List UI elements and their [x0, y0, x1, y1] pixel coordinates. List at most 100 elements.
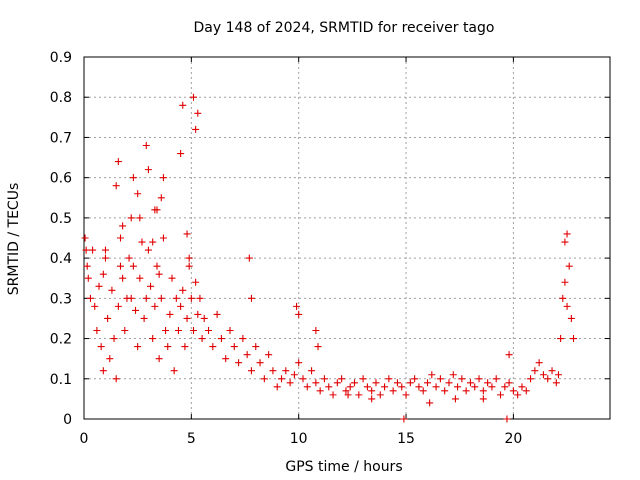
data-point — [567, 314, 575, 322]
data-point — [136, 274, 144, 282]
data-point — [151, 302, 159, 310]
data-point — [155, 270, 163, 278]
data-point — [93, 327, 101, 335]
x-tick-label: 5 — [187, 431, 196, 447]
data-point — [436, 375, 444, 383]
data-point — [247, 294, 255, 302]
data-point — [372, 379, 380, 387]
data-point — [101, 246, 109, 254]
data-point — [400, 415, 408, 423]
data-point — [194, 109, 202, 117]
data-point — [81, 234, 89, 242]
data-point — [127, 214, 135, 222]
data-point — [179, 286, 187, 294]
data-point — [243, 351, 251, 359]
data-point — [155, 355, 163, 363]
y-tick-label: 0.1 — [50, 372, 72, 388]
data-point — [329, 391, 337, 399]
data-point — [346, 383, 354, 391]
data-point — [552, 379, 560, 387]
data-point — [222, 355, 230, 363]
data-point — [127, 294, 135, 302]
data-point — [426, 399, 434, 407]
data-point — [194, 310, 202, 318]
data-point — [114, 158, 122, 166]
data-point — [172, 294, 180, 302]
data-point — [561, 238, 569, 246]
data-point — [235, 359, 243, 367]
data-point — [149, 238, 157, 246]
data-point — [497, 391, 505, 399]
data-point — [162, 327, 170, 335]
data-point — [559, 294, 567, 302]
data-point — [174, 327, 182, 335]
data-point — [159, 234, 167, 242]
y-axis-label: SRMTID / TECUs — [6, 183, 22, 296]
data-point — [393, 379, 401, 387]
data-point — [570, 335, 578, 343]
data-point — [411, 375, 419, 383]
data-point — [247, 367, 255, 375]
data-point — [492, 375, 500, 383]
data-point — [157, 194, 165, 202]
data-point — [338, 375, 346, 383]
data-point — [108, 286, 116, 294]
data-point — [112, 375, 120, 383]
data-point — [308, 367, 316, 375]
data-point — [91, 302, 99, 310]
data-point — [192, 278, 200, 286]
data-point — [121, 327, 129, 335]
data-point — [484, 379, 492, 387]
data-point — [458, 375, 466, 383]
data-point — [389, 387, 397, 395]
data-point — [99, 270, 107, 278]
data-point — [381, 383, 389, 391]
data-point — [505, 379, 513, 387]
data-point — [177, 150, 185, 158]
data-point — [522, 387, 530, 395]
data-point — [144, 166, 152, 174]
data-point — [101, 254, 109, 262]
data-point — [134, 190, 142, 198]
data-point — [125, 254, 133, 262]
data-point — [344, 391, 352, 399]
chart-title: Day 148 of 2024, SRMTID for receiver tag… — [194, 20, 495, 36]
data-point — [548, 367, 556, 375]
data-point — [252, 343, 260, 351]
data-point — [385, 375, 393, 383]
data-point — [312, 379, 320, 387]
y-tick-label: 0 — [63, 412, 72, 428]
data-point — [471, 383, 479, 391]
data-point — [565, 262, 573, 270]
data-point — [557, 335, 565, 343]
data-point — [181, 343, 189, 351]
data-point — [293, 302, 301, 310]
data-point — [256, 359, 264, 367]
data-point — [140, 314, 148, 322]
data-point — [355, 391, 363, 399]
data-point — [554, 371, 562, 379]
data-point — [226, 327, 234, 335]
data-point — [451, 395, 459, 403]
data-point — [179, 101, 187, 109]
data-point — [192, 125, 200, 133]
y-tick-label: 0.4 — [50, 251, 72, 267]
data-point — [166, 310, 174, 318]
data-point — [132, 306, 140, 314]
data-point — [187, 294, 195, 302]
tick-layer: 0 5 10 15 20 0 0.1 0.2 0.3 0.4 0.5 0.6 0.7 0.8 0.9 — [50, 50, 610, 447]
x-tick-label: 0 — [80, 431, 89, 447]
data-point — [170, 367, 178, 375]
data-point — [535, 359, 543, 367]
data-point — [217, 335, 225, 343]
data-point — [209, 343, 217, 351]
data-point — [475, 375, 483, 383]
data-point — [505, 351, 513, 359]
data-point — [462, 387, 470, 395]
data-point — [99, 367, 107, 375]
data-point — [544, 375, 552, 383]
data-point — [198, 335, 206, 343]
data-point — [147, 282, 155, 290]
y-tick-label: 0.3 — [50, 291, 72, 307]
